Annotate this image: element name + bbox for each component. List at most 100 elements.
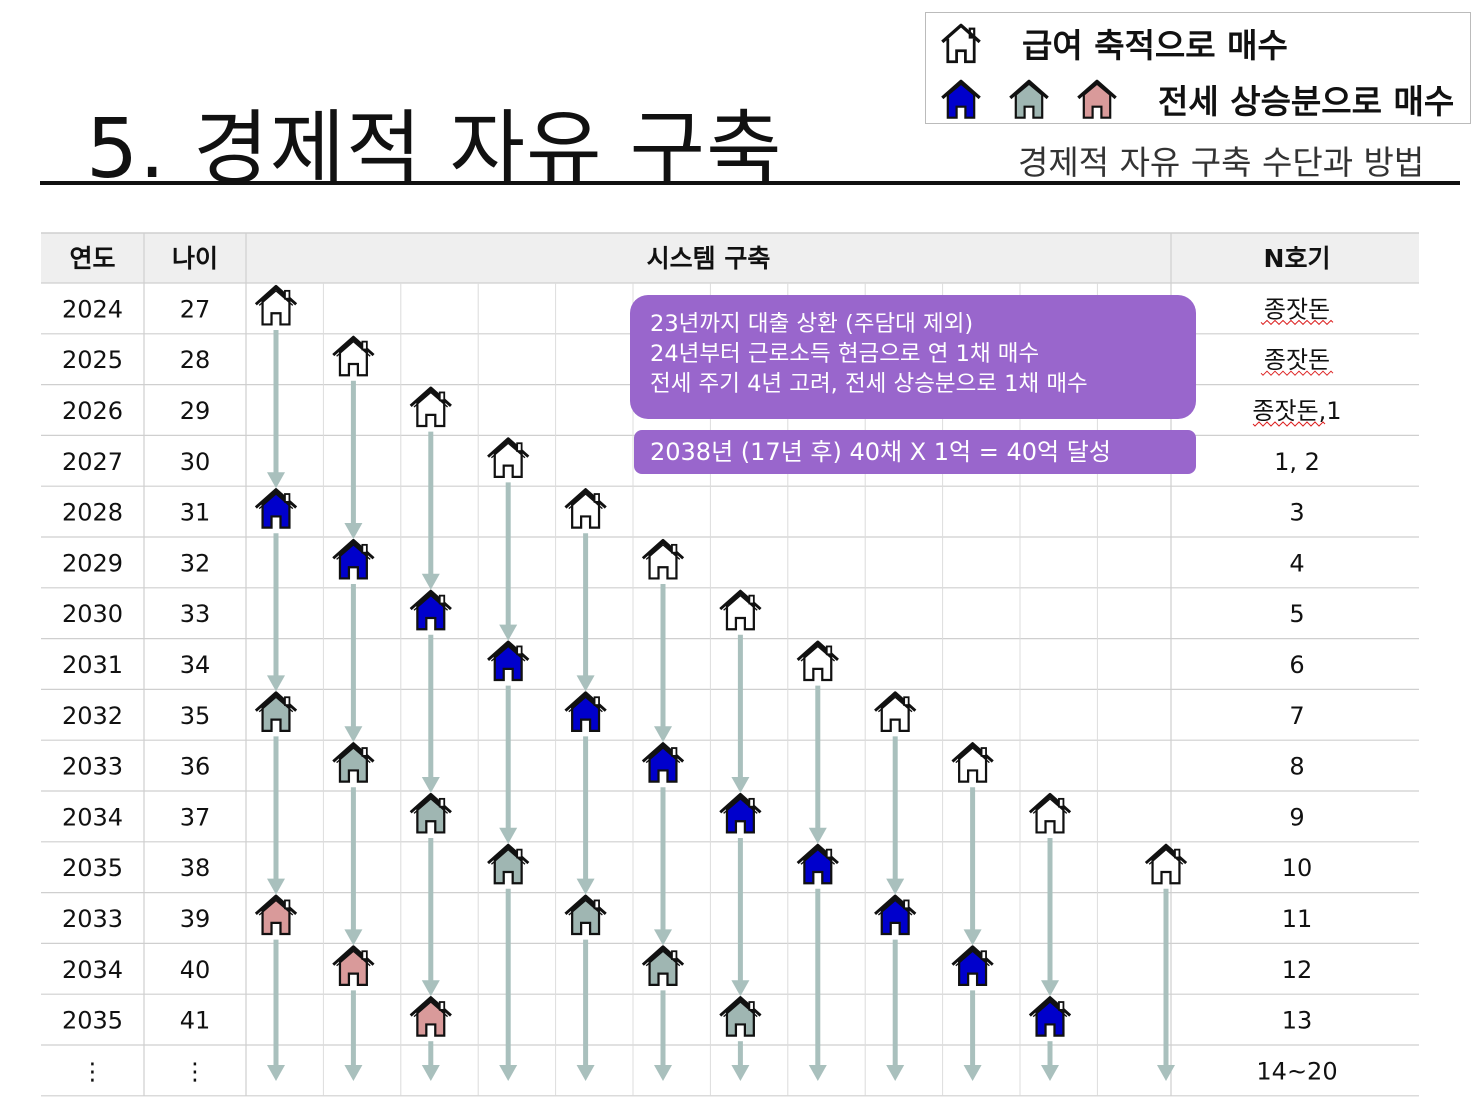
arrow-head xyxy=(267,675,285,692)
cell-year: 2034 xyxy=(62,803,123,831)
house-gray-icon xyxy=(641,945,685,986)
cell-age: 32 xyxy=(180,549,211,577)
cell-n: 13 xyxy=(1282,1007,1313,1035)
house-gray-icon xyxy=(332,742,375,783)
cell-n: 12 xyxy=(1282,956,1313,984)
arrow-head xyxy=(267,1065,285,1081)
arrow-head xyxy=(963,929,982,946)
house-blue-icon xyxy=(796,843,839,885)
header-n: N호기 xyxy=(1264,244,1331,273)
house-blue-icon xyxy=(719,792,762,834)
spellcheck-underline xyxy=(1260,319,1334,326)
cell-n: 6 xyxy=(1289,651,1304,679)
cell-n: 5 xyxy=(1289,600,1304,628)
cell-n: 종잣돈 xyxy=(1264,346,1330,374)
house-blue-icon xyxy=(1028,996,1072,1037)
cell-year: 2032 xyxy=(62,702,123,730)
arrow-head xyxy=(731,1065,750,1081)
arrow-head xyxy=(344,726,363,743)
cell-n: 11 xyxy=(1282,905,1313,933)
house-gray-icon xyxy=(409,792,452,834)
house-pink-icon xyxy=(409,996,452,1037)
legend-box: 급여 축적으로 매수 전세 상승분으로 매수 xyxy=(925,12,1471,124)
header-system: 시스템 구축 xyxy=(647,244,771,273)
house-blue-icon xyxy=(951,945,994,986)
house-outline-icon xyxy=(874,691,917,732)
arrow-head xyxy=(576,675,595,692)
arrow-head xyxy=(654,726,672,743)
cell-age: 27 xyxy=(180,295,211,323)
cell-age: 39 xyxy=(180,905,211,933)
house-outline-icon xyxy=(951,742,994,783)
cell-year: 2031 xyxy=(62,651,123,679)
callout-plan-line1: 23년까지 대출 상환 (주담대 제외) xyxy=(650,311,974,337)
arrow-head xyxy=(421,573,440,590)
arrow-head xyxy=(267,472,285,489)
cell-year: 2030 xyxy=(62,600,123,628)
cell-age: 34 xyxy=(180,651,211,679)
house-outline-icon xyxy=(641,538,685,580)
spellcheck-underline xyxy=(1260,370,1334,376)
cell-year: 2027 xyxy=(62,448,123,476)
arrow-head xyxy=(267,878,285,895)
legend-label-jeonse: 전세 상승분으로 매수 xyxy=(1158,82,1455,121)
house-outline-icon xyxy=(487,437,530,478)
arrow-head xyxy=(499,1065,518,1081)
cell-year: 2028 xyxy=(62,499,123,527)
arrow-head xyxy=(1157,1065,1175,1081)
cell-year: 2029 xyxy=(62,549,123,577)
house-blue-icon xyxy=(409,589,452,631)
house-outline-icon xyxy=(564,488,607,529)
arrow-head xyxy=(344,929,363,946)
cell-year: 2035 xyxy=(62,854,123,882)
cell-age: 38 xyxy=(180,854,211,882)
house-outline-icon xyxy=(332,335,375,377)
cell-year: 2026 xyxy=(62,397,123,425)
house-outline-icon xyxy=(941,23,981,64)
arrow-head xyxy=(654,1065,672,1081)
cell-age: 31 xyxy=(180,499,211,527)
cell-age: 29 xyxy=(180,397,211,425)
cell-n: 3 xyxy=(1289,499,1304,527)
page-subtitle: 경제적 자유 구축 수단과 방법 xyxy=(1018,143,1425,182)
arrow-head xyxy=(344,523,363,539)
house-gray-icon xyxy=(1009,79,1049,119)
cell-n: 종잣돈,1 xyxy=(1252,397,1341,425)
house-blue-icon xyxy=(641,742,685,783)
callout-plan: 23년까지 대출 상환 (주담대 제외) 24년부터 근로소득 현금으로 연 1… xyxy=(630,295,1196,419)
cell-year: 2024 xyxy=(62,295,123,323)
house-gray-icon xyxy=(487,843,530,885)
arrow-head xyxy=(344,1065,363,1081)
legend-row-jeonse: 전세 상승분으로 매수 xyxy=(936,75,1454,123)
legend-label-salary: 급여 축적으로 매수 xyxy=(1022,26,1288,65)
arrow-head xyxy=(499,827,518,844)
spellcheck-underline xyxy=(1252,421,1326,427)
house-pink-icon xyxy=(1077,79,1117,119)
arrow-head xyxy=(421,1065,440,1081)
arrow-head xyxy=(576,1065,595,1081)
arrow-head xyxy=(421,777,440,793)
arrow-head xyxy=(576,878,595,895)
cell-age: 30 xyxy=(180,448,211,476)
house-outline-icon xyxy=(796,640,839,682)
house-outline-icon xyxy=(1028,792,1072,834)
table-header-bg xyxy=(41,233,1419,283)
arrow-head xyxy=(1041,1065,1059,1081)
arrow-head xyxy=(654,929,672,946)
arrow-head xyxy=(886,1065,905,1081)
cell-year: 2035 xyxy=(62,1007,123,1035)
arrow-head xyxy=(731,777,750,793)
house-blue-icon xyxy=(941,79,981,119)
cell-age: 40 xyxy=(180,956,211,984)
arrow-head xyxy=(886,878,905,895)
cell-age: 35 xyxy=(180,702,211,730)
callout-goal: 2038년 (17년 후) 40채 X 1억 = 40억 달성 xyxy=(634,430,1196,474)
cell-n: 4 xyxy=(1289,549,1304,577)
cell-year: 2025 xyxy=(62,346,123,374)
cell-n: 10 xyxy=(1282,854,1313,882)
house-gray-icon xyxy=(564,894,607,936)
house-outline-icon xyxy=(719,589,762,631)
house-blue-icon xyxy=(332,538,375,580)
arrow-head xyxy=(499,624,518,641)
